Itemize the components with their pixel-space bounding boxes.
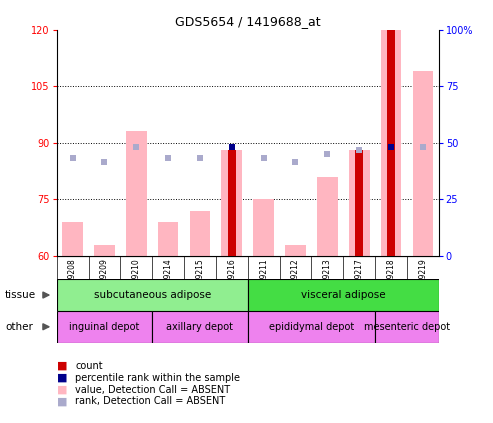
Bar — [381, 30, 401, 256]
Bar — [152, 311, 247, 343]
Bar — [375, 311, 439, 343]
Text: subcutaneous adipose: subcutaneous adipose — [94, 290, 211, 300]
Text: mesenteric depot: mesenteric depot — [364, 322, 450, 332]
Bar — [317, 177, 338, 256]
Text: GSM1289217: GSM1289217 — [354, 258, 364, 309]
Text: GSM1289212: GSM1289212 — [291, 258, 300, 309]
Text: ■: ■ — [57, 385, 67, 395]
Text: percentile rank within the sample: percentile rank within the sample — [75, 373, 241, 383]
Text: visceral adipose: visceral adipose — [301, 290, 386, 300]
Bar — [387, 30, 395, 256]
Text: rank, Detection Call = ABSENT: rank, Detection Call = ABSENT — [75, 396, 226, 407]
Bar — [247, 279, 439, 311]
Text: inguinal depot: inguinal depot — [70, 322, 140, 332]
Text: GSM1289218: GSM1289218 — [387, 258, 395, 309]
Text: ■: ■ — [57, 361, 67, 371]
Text: GSM1289214: GSM1289214 — [164, 258, 173, 309]
Bar — [355, 150, 363, 256]
Text: GSM1289213: GSM1289213 — [323, 258, 332, 309]
Text: GSM1289210: GSM1289210 — [132, 258, 141, 309]
Text: tissue: tissue — [5, 290, 36, 300]
Bar — [94, 244, 115, 256]
Bar — [247, 311, 375, 343]
Title: GDS5654 / 1419688_at: GDS5654 / 1419688_at — [175, 16, 320, 28]
Text: GSM1289215: GSM1289215 — [195, 258, 205, 309]
Bar — [221, 150, 242, 256]
Bar — [126, 132, 146, 256]
Bar — [253, 199, 274, 256]
Bar — [190, 211, 211, 256]
Text: GSM1289216: GSM1289216 — [227, 258, 236, 309]
Bar — [62, 222, 83, 256]
Text: value, Detection Call = ABSENT: value, Detection Call = ABSENT — [75, 385, 231, 395]
Bar — [413, 71, 433, 256]
Text: GSM1289208: GSM1289208 — [68, 258, 77, 309]
Bar — [57, 279, 247, 311]
Text: GSM1289219: GSM1289219 — [419, 258, 427, 309]
Text: axillary depot: axillary depot — [167, 322, 234, 332]
Bar — [158, 222, 178, 256]
Text: ■: ■ — [57, 373, 67, 383]
Text: other: other — [5, 322, 33, 332]
Bar — [285, 244, 306, 256]
Text: count: count — [75, 361, 103, 371]
Text: ■: ■ — [57, 396, 67, 407]
Text: GSM1289209: GSM1289209 — [100, 258, 109, 309]
Bar — [349, 150, 370, 256]
Text: epididymal depot: epididymal depot — [269, 322, 354, 332]
Text: GSM1289211: GSM1289211 — [259, 258, 268, 309]
Bar — [228, 150, 236, 256]
Bar — [57, 311, 152, 343]
